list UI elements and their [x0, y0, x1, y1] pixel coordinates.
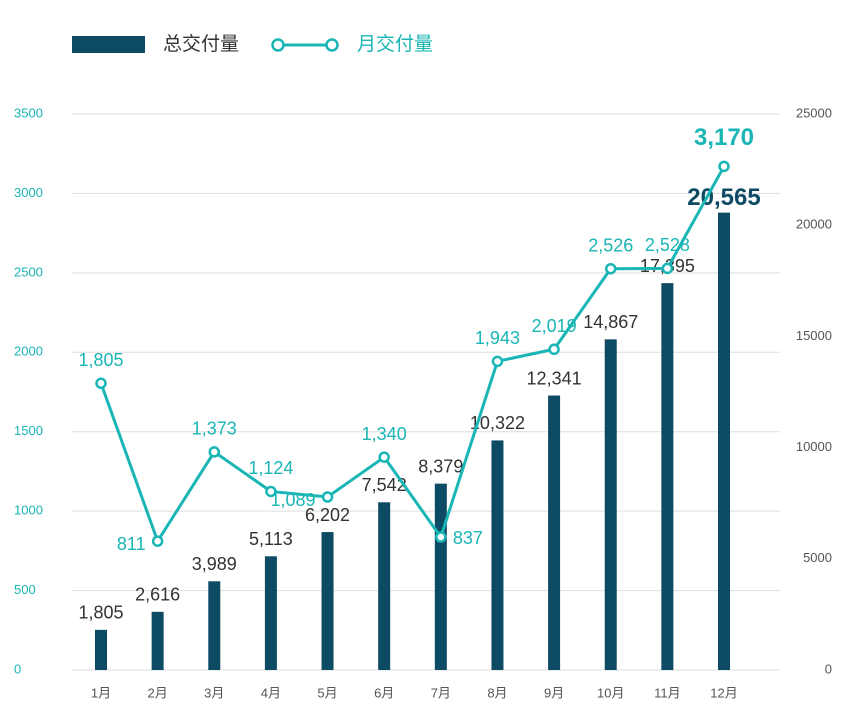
bar-value-label: 10,322 [470, 413, 525, 433]
line-marker [151, 535, 164, 547]
x-tick-label: 10月 [597, 685, 624, 700]
bar-value-label: 5,113 [249, 529, 293, 549]
line-value-label: 837 [453, 528, 483, 548]
line-value-label: 2,528 [645, 235, 690, 255]
bar-value-label: 7,542 [362, 475, 407, 495]
y-tick-label: 1500 [14, 423, 43, 438]
x-tick-label: 1月 [91, 685, 111, 700]
line-value-label: 1,124 [248, 458, 293, 478]
x-tick-label: 9月 [544, 685, 564, 700]
bar [95, 629, 107, 670]
y-tick-label: 3000 [14, 185, 43, 200]
x-tick-label: 12月 [710, 685, 737, 700]
bar-value-label: 2,616 [135, 585, 180, 605]
bar-value-label: 14,867 [583, 312, 638, 332]
x-tick-label: 7月 [431, 685, 451, 700]
bar-value-label: 1,805 [78, 603, 123, 623]
line [99, 165, 726, 545]
legend-marker [325, 38, 339, 52]
line-marker [208, 446, 221, 458]
x-tick-label: 5月 [317, 685, 337, 700]
line-value-label: 1,089 [270, 490, 315, 510]
y-tick-label: 0 [14, 661, 21, 676]
line-value-label: 3,170 [694, 124, 754, 151]
bar-value-label: 3,989 [192, 554, 237, 574]
line-value-label: 1,373 [192, 419, 237, 439]
bar-value-label: 20,565 [687, 184, 760, 211]
line-marker [718, 160, 730, 173]
line-value-label: 2,526 [588, 235, 633, 255]
x-tick-label: 2月 [148, 685, 168, 700]
line-marker [321, 491, 334, 503]
bar [661, 283, 674, 670]
bar [548, 395, 561, 670]
line-value-label: 811 [117, 534, 146, 554]
bar [208, 581, 221, 670]
y-tick-label: 3500 [14, 105, 43, 120]
bar-value-label: 6,202 [305, 505, 350, 525]
line-value-label: 2,019 [532, 316, 577, 336]
x-tick-label: 4月 [261, 685, 281, 700]
y-tick-label: 2500 [14, 264, 43, 279]
legend-label: 月交付量 [357, 33, 433, 55]
y2-tick-label: 5000 [803, 550, 832, 565]
line-marker [548, 343, 560, 356]
line-marker [661, 262, 674, 275]
y2-tick-label: 0 [825, 661, 832, 676]
x-tick-label: 3月 [204, 685, 224, 700]
line-value-label: 1,805 [78, 350, 123, 370]
y2-tick-label: 15000 [796, 328, 832, 343]
y2-tick-label: 25000 [796, 105, 832, 120]
bar [264, 556, 277, 670]
bar [378, 502, 391, 670]
bar [151, 611, 164, 670]
x-tick-label: 11月 [654, 685, 681, 700]
y-tick-label: 500 [14, 582, 36, 597]
line-marker [491, 355, 504, 368]
bar-value-label: 8,379 [418, 456, 463, 476]
bar [321, 532, 334, 670]
line-marker [378, 451, 390, 463]
line-marker [95, 377, 107, 390]
bar [491, 440, 504, 670]
line-value-label: 1,943 [475, 328, 520, 348]
y-tick-label: 2000 [14, 344, 43, 359]
bar [604, 339, 617, 670]
y2-tick-label: 10000 [796, 439, 832, 454]
legend-label: 总交付量 [163, 33, 239, 55]
line-marker [265, 485, 277, 498]
legend-swatch-bar [72, 36, 145, 53]
line-value-label: 1,340 [362, 424, 407, 444]
bar [718, 212, 730, 670]
x-tick-label: 8月 [487, 685, 507, 700]
y-tick-label: 1000 [14, 503, 43, 518]
y2-tick-label: 20000 [796, 217, 832, 232]
bar [434, 483, 447, 670]
x-tick-label: 6月 [374, 685, 394, 700]
line-marker [435, 531, 447, 543]
legend-marker [271, 38, 285, 52]
line-marker [604, 262, 617, 275]
bar-value-label: 12,341 [527, 368, 582, 388]
